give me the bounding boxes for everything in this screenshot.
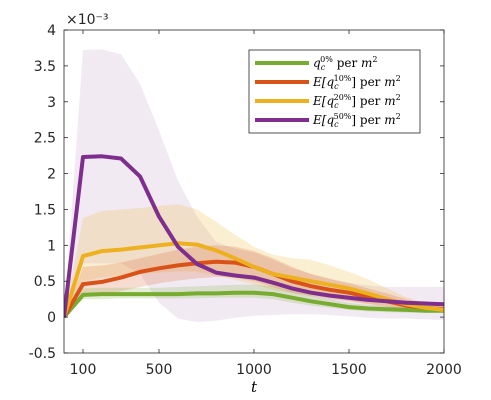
legend-label-0: qc0% per m2 — [313, 55, 378, 72]
y-tick-label-5: 2 — [47, 167, 56, 183]
y-tick-label-9: 4 — [47, 23, 56, 39]
y-tick-label-1: 0 — [47, 310, 56, 326]
y-axis-exponent: ×10⁻³ — [66, 12, 109, 28]
x-tick-label-3: 1500 — [331, 362, 367, 378]
y-tick-label-7: 3 — [47, 95, 56, 111]
x-tick-label-4: 2000 — [426, 362, 462, 378]
y-tick-label-2: 0.5 — [34, 274, 56, 290]
x-tick-label-2: 1000 — [236, 362, 272, 378]
y-tick-label-6: 2.5 — [34, 131, 56, 147]
y-tick-label-4: 1.5 — [34, 202, 56, 218]
tick-labels: 100 500 1000 1500 2000 -0.5 0 0.5 1 1.5 2 2.5 3 3.5 4 — [29, 23, 462, 378]
x-tick-label-0: 100 — [70, 362, 97, 378]
axes — [63, 29, 445, 354]
x-tick-label-1: 500 — [146, 362, 173, 378]
x-axis-label: t — [251, 378, 258, 396]
series-line-3 — [64, 154, 444, 318]
series-lines — [64, 154, 444, 319]
series-line-0 — [64, 290, 444, 319]
y-tick-label-0: -0.5 — [29, 346, 56, 362]
legend: qc0% per m2 E[qc10%] per m2 E[qc20%] per m… — [248, 49, 421, 134]
y-tick-label-8: 3.5 — [34, 59, 56, 75]
legend-label-1: E[qc10%] per m2 — [312, 74, 401, 91]
legend-label-3: E[qc50%] per m2 — [312, 112, 401, 129]
series-line-2 — [64, 241, 444, 318]
y-tick-label-3: 1 — [47, 238, 56, 254]
legend-label-2: E[qc20%] per m2 — [312, 93, 401, 110]
band-3 — [64, 49, 444, 323]
